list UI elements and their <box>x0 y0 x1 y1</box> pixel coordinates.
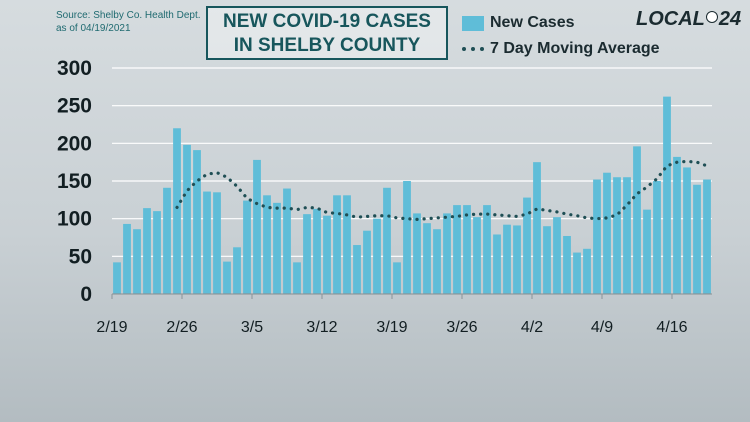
bar-new-cases <box>463 205 471 294</box>
bar-new-cases <box>233 247 241 294</box>
bar-new-cases <box>183 144 191 294</box>
x-tick-label: 3/26 <box>446 319 477 336</box>
bar-new-cases <box>223 261 231 294</box>
y-tick-label: 0 <box>80 283 92 306</box>
bar-new-cases <box>153 211 161 294</box>
legend-swatch-bar <box>462 15 484 31</box>
bar-new-cases <box>553 217 561 294</box>
station-logo: LOCAL 24 <box>636 8 741 31</box>
bar-new-cases <box>453 205 461 294</box>
bar-new-cases <box>133 229 141 294</box>
y-tick-label: 300 <box>57 57 92 80</box>
bar-new-cases <box>483 205 491 294</box>
bar-new-cases <box>203 191 211 294</box>
x-tick-label: 3/12 <box>306 319 337 336</box>
y-tick-label: 150 <box>57 170 92 193</box>
bar-new-cases <box>693 184 701 294</box>
bar-new-cases <box>123 223 131 294</box>
y-tick-label: 200 <box>57 132 92 155</box>
bar-new-cases <box>663 96 671 294</box>
x-tick-label: 2/26 <box>166 319 197 336</box>
bar-new-cases <box>643 209 651 294</box>
logo-text-number: 24 <box>718 8 742 30</box>
y-tick-label: 250 <box>57 95 92 118</box>
x-tick-label: 2/19 <box>96 319 127 336</box>
bar-new-cases <box>363 230 371 294</box>
source-line-1: Source: Shelby Co. Health Dept. <box>56 10 201 21</box>
bar-new-cases <box>273 202 281 294</box>
bar-new-cases <box>683 167 691 294</box>
legend-item-new-cases: New Cases <box>462 10 660 36</box>
x-tick-label: 3/19 <box>376 319 407 336</box>
network-badge-icon <box>705 11 718 23</box>
bar-new-cases <box>423 223 431 294</box>
legend-swatch-dotted-line <box>462 47 484 51</box>
bar-new-cases <box>243 200 251 294</box>
bar-new-cases <box>413 213 421 294</box>
bar-new-cases <box>393 262 401 294</box>
bar-new-cases <box>173 128 181 294</box>
bar-new-cases <box>383 187 391 294</box>
x-tick-label: 4/2 <box>521 319 543 336</box>
bar-new-cases <box>443 213 451 294</box>
y-tick-label: 50 <box>69 245 92 268</box>
bar-new-cases <box>623 177 631 294</box>
legend-item-moving-average: 7 Day Moving Average <box>462 36 660 62</box>
bar-new-cases <box>213 192 221 294</box>
bar-new-cases <box>703 179 711 294</box>
bar-new-cases <box>563 235 571 294</box>
x-tick-label: 3/5 <box>241 319 263 336</box>
series-line-moving-average <box>175 159 709 222</box>
bar-new-cases <box>493 234 501 294</box>
bar-new-cases <box>323 215 331 294</box>
bar-new-cases <box>633 146 641 294</box>
logo-text-local: LOCAL <box>636 8 705 30</box>
source-note: Source: Shelby Co. Health Dept. as of 04… <box>56 9 201 35</box>
bar-new-cases <box>543 226 551 294</box>
bar-new-cases <box>373 218 381 294</box>
chart-legend: New Cases 7 Day Moving Average <box>462 10 660 62</box>
y-tick-label: 100 <box>57 208 92 231</box>
x-tick-label: 4/9 <box>591 319 613 336</box>
chart-title-line-1: NEW COVID-19 CASES <box>223 11 431 32</box>
bar-new-cases <box>193 150 201 294</box>
bar-new-cases <box>613 177 621 294</box>
bar-new-cases <box>433 229 441 294</box>
bar-new-cases <box>403 181 411 294</box>
legend-label-new-cases: New Cases <box>490 14 575 31</box>
legend-label-moving-average: 7 Day Moving Average <box>490 40 660 57</box>
bar-new-cases <box>673 156 681 294</box>
bar-new-cases <box>113 262 121 294</box>
bar-new-cases <box>283 188 291 294</box>
bar-new-cases <box>653 181 661 294</box>
bar-new-cases <box>293 262 301 294</box>
bar-new-cases <box>263 195 271 294</box>
bar-new-cases <box>333 195 341 294</box>
chart-title: NEW COVID-19 CASES IN SHELBY COUNTY <box>206 6 448 60</box>
bar-new-cases <box>253 159 261 294</box>
bar-new-cases <box>503 224 511 294</box>
x-tick-label: 4/16 <box>656 319 687 336</box>
bar-new-cases <box>603 172 611 294</box>
bar-new-cases <box>303 214 311 294</box>
bar-new-cases <box>573 252 581 294</box>
bar-new-cases <box>533 162 541 294</box>
bar-new-cases <box>353 245 361 294</box>
source-line-2: as of 04/19/2021 <box>56 23 131 34</box>
bar-new-cases <box>163 187 171 294</box>
bar-new-cases <box>343 195 351 294</box>
bar-new-cases <box>513 225 521 294</box>
bar-new-cases <box>143 208 151 294</box>
bar-new-cases <box>523 197 531 294</box>
bar-new-cases <box>593 179 601 294</box>
bar-new-cases <box>313 208 321 294</box>
bar-new-cases <box>473 217 481 294</box>
bar-new-cases <box>583 248 591 294</box>
chart-title-line-2: IN SHELBY COUNTY <box>233 35 421 56</box>
